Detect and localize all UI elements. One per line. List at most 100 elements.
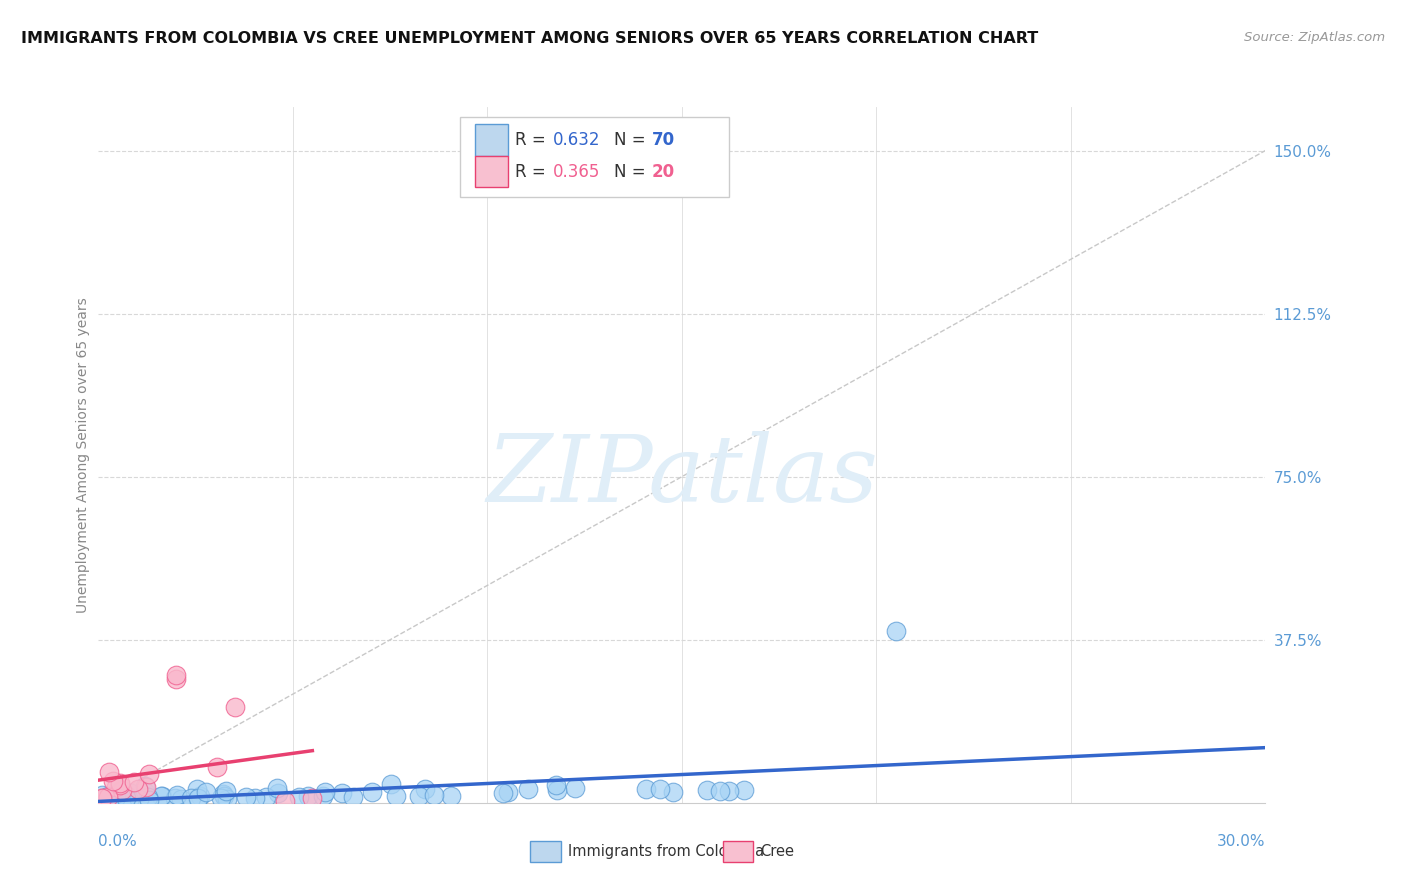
Point	[718, 784, 741, 798]
Point	[138, 766, 160, 780]
Point	[105, 789, 128, 804]
Point	[266, 781, 288, 796]
Point	[662, 785, 685, 799]
Point	[423, 788, 446, 802]
FancyBboxPatch shape	[530, 841, 561, 862]
Point	[180, 790, 202, 805]
Point	[91, 790, 114, 805]
Point	[564, 780, 586, 795]
Point	[134, 785, 156, 799]
Point	[118, 793, 141, 807]
Point	[648, 782, 671, 797]
Point	[165, 667, 187, 681]
Point	[517, 781, 540, 796]
Point	[385, 789, 408, 804]
Point	[97, 790, 120, 805]
Text: R =: R =	[515, 162, 551, 181]
Point	[287, 789, 309, 804]
Text: N =: N =	[614, 162, 651, 181]
Point	[361, 785, 384, 799]
Point	[108, 785, 131, 799]
Point	[205, 759, 228, 773]
Point	[211, 787, 233, 801]
Point	[120, 786, 142, 800]
Point	[330, 786, 353, 800]
Point	[135, 780, 157, 795]
Text: Source: ZipAtlas.com: Source: ZipAtlas.com	[1244, 31, 1385, 45]
Point	[91, 791, 114, 805]
Point	[634, 782, 657, 797]
Text: N =: N =	[614, 131, 651, 150]
Point	[122, 775, 145, 789]
Point	[267, 786, 290, 800]
Point	[91, 792, 114, 806]
Point	[696, 783, 718, 797]
Point	[297, 789, 319, 804]
Point	[217, 791, 239, 805]
Point	[492, 786, 515, 800]
Point	[884, 624, 907, 638]
Text: IMMIGRANTS FROM COLOMBIA VS CREE UNEMPLOYMENT AMONG SENIORS OVER 65 YEARS CORREL: IMMIGRANTS FROM COLOMBIA VS CREE UNEMPLO…	[21, 31, 1039, 46]
Point	[110, 789, 132, 803]
Point	[111, 783, 134, 797]
Point	[235, 790, 257, 805]
Y-axis label: Unemployment Among Seniors over 65 years: Unemployment Among Seniors over 65 years	[76, 297, 90, 613]
Point	[312, 789, 335, 803]
Point	[709, 784, 731, 798]
Point	[224, 700, 246, 714]
Point	[98, 765, 121, 780]
Text: Immigrants from Colombia: Immigrants from Colombia	[568, 844, 763, 859]
Point	[96, 792, 118, 806]
Point	[108, 775, 131, 789]
Point	[105, 780, 128, 795]
Text: 0.365: 0.365	[553, 162, 600, 181]
Point	[187, 791, 209, 805]
Point	[97, 789, 120, 804]
Point	[165, 790, 187, 805]
Point	[301, 791, 323, 805]
Point	[215, 784, 238, 798]
Point	[380, 777, 402, 791]
Point	[209, 790, 232, 805]
Text: Cree: Cree	[761, 844, 794, 859]
Point	[101, 790, 124, 805]
Point	[128, 791, 150, 805]
Text: R =: R =	[515, 131, 551, 150]
Point	[496, 785, 519, 799]
Point	[136, 790, 159, 805]
Point	[408, 789, 430, 804]
Point	[91, 788, 114, 802]
Point	[546, 778, 568, 792]
Point	[342, 789, 364, 804]
Point	[103, 773, 125, 788]
Point	[115, 788, 138, 802]
FancyBboxPatch shape	[460, 118, 728, 197]
Point	[254, 790, 277, 805]
Text: 0.632: 0.632	[553, 131, 600, 150]
Point	[546, 782, 568, 797]
Point	[245, 791, 267, 805]
Point	[212, 789, 235, 804]
Point	[314, 784, 336, 798]
Point	[136, 791, 159, 805]
Point	[149, 789, 172, 803]
Point	[170, 792, 193, 806]
Point	[439, 789, 461, 803]
Point	[188, 789, 211, 803]
Point	[195, 785, 218, 799]
Point	[108, 778, 131, 792]
Point	[165, 672, 187, 686]
FancyBboxPatch shape	[475, 124, 508, 156]
Point	[166, 788, 188, 802]
Text: 30.0%: 30.0%	[1218, 834, 1265, 849]
Point	[274, 794, 297, 808]
Text: 0.0%: 0.0%	[98, 834, 138, 849]
Text: ZIPatlas: ZIPatlas	[486, 431, 877, 521]
Point	[413, 781, 436, 796]
Point	[115, 791, 138, 805]
Text: 70: 70	[651, 131, 675, 150]
Point	[91, 791, 114, 805]
Point	[114, 793, 136, 807]
Point	[186, 781, 208, 796]
Point	[134, 780, 156, 794]
